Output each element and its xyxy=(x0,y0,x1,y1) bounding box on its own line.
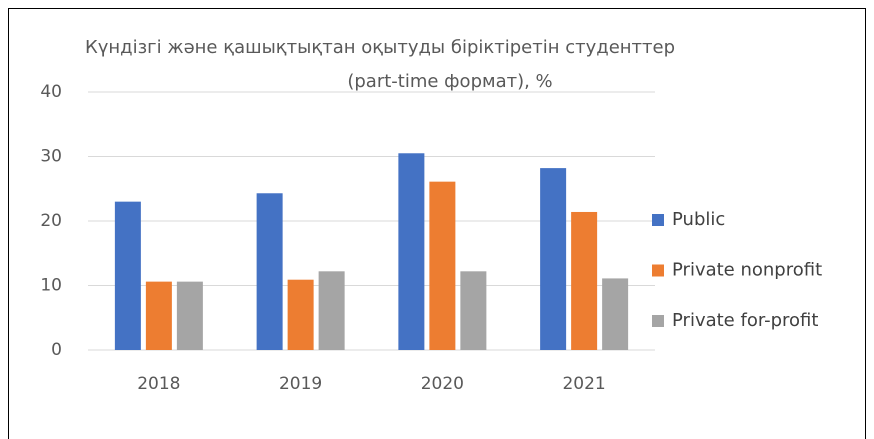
legend-swatch xyxy=(652,315,664,327)
bar xyxy=(602,278,629,350)
bar xyxy=(176,281,203,350)
bar xyxy=(460,271,487,350)
bar xyxy=(571,211,598,350)
y-tick-label: 10 xyxy=(40,276,62,296)
legend-swatch xyxy=(652,214,664,226)
legend-label: Private for-profit xyxy=(672,310,818,331)
bar xyxy=(318,271,345,350)
bar xyxy=(540,168,567,350)
x-tick-label: 2020 xyxy=(421,374,464,394)
x-tick-label: 2018 xyxy=(137,374,180,394)
y-tick-label: 30 xyxy=(40,147,62,167)
chart-title: Күндізгі және қашықтықтан оқытуды бірікт… xyxy=(85,37,675,58)
chart-title: (part-time формат), % xyxy=(347,71,552,92)
bar xyxy=(145,281,172,350)
bar xyxy=(114,201,141,350)
y-tick-label: 20 xyxy=(40,211,62,231)
bar xyxy=(256,193,283,350)
y-tick-label: 40 xyxy=(40,82,62,102)
legend-swatch xyxy=(652,264,664,277)
bar xyxy=(429,181,456,350)
y-tick-label: 0 xyxy=(51,340,62,360)
chart-frame xyxy=(8,8,866,439)
bar xyxy=(287,279,314,350)
bar xyxy=(398,153,425,350)
x-tick-label: 2019 xyxy=(279,374,322,394)
legend-label: Private nonprofit xyxy=(672,260,822,281)
legend-label: Public xyxy=(672,209,725,230)
x-tick-label: 2021 xyxy=(562,374,605,394)
